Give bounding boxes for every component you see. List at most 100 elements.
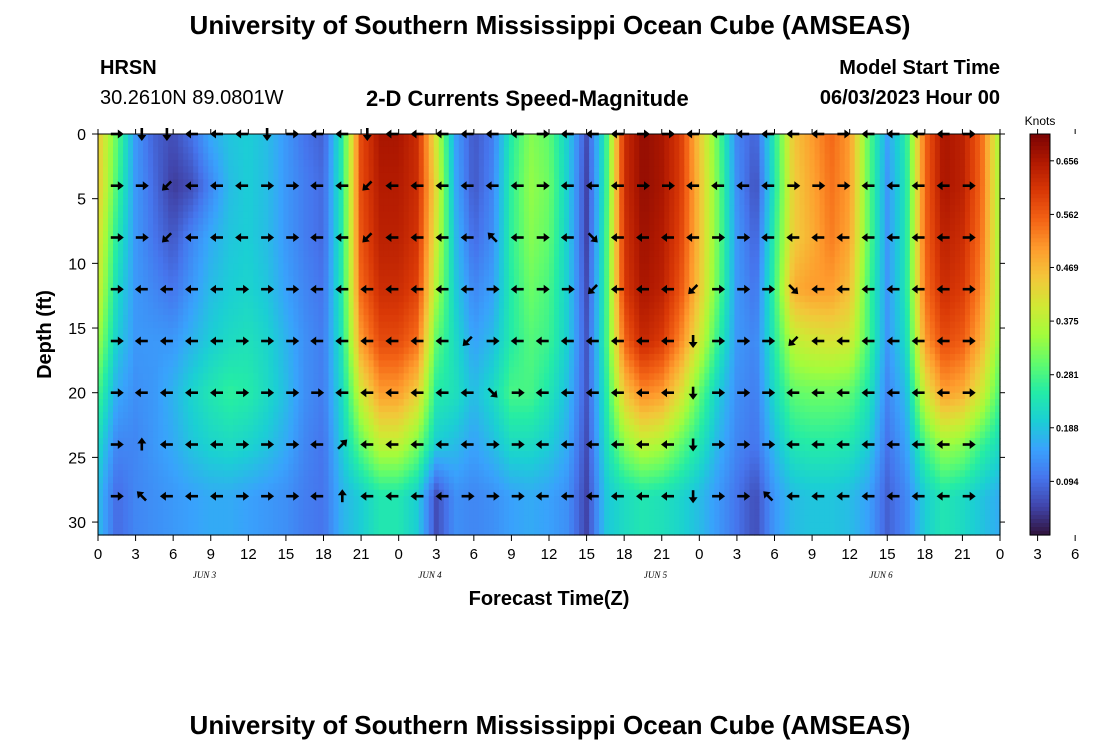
heatmap-cell: [373, 166, 380, 174]
heatmap-cell: [538, 198, 545, 206]
heatmap-cell: [123, 185, 129, 193]
heatmap-cell: [418, 172, 425, 180]
heatmap-cell: [564, 295, 570, 303]
heatmap-cell: [619, 295, 625, 303]
heatmap-cell: [554, 231, 560, 239]
heatmap-cell: [874, 263, 881, 271]
heatmap-cell: [609, 159, 615, 167]
heatmap-cell: [248, 295, 254, 303]
heatmap-cell: [528, 276, 535, 284]
heatmap-cell: [483, 198, 490, 206]
heatmap-cell: [959, 282, 966, 290]
heatmap-cell: [674, 198, 680, 206]
heatmap-cell: [133, 159, 139, 167]
heatmap-cell: [413, 308, 420, 316]
heatmap-cell: [453, 146, 460, 155]
heatmap-cell: [488, 250, 495, 258]
heatmap-cell: [864, 237, 871, 245]
heatmap-cell: [679, 185, 685, 193]
heatmap-cell: [448, 295, 455, 303]
heatmap-cell: [589, 243, 595, 252]
heatmap-cell: [298, 179, 305, 187]
heatmap-cell: [433, 282, 440, 290]
heatmap-cell: [328, 263, 335, 271]
heatmap-cell: [538, 250, 545, 258]
heatmap-cell: [353, 250, 360, 258]
heatmap-cell: [313, 146, 320, 155]
heatmap-cell: [468, 211, 475, 219]
heatmap-cell: [989, 302, 996, 310]
heatmap-cell: [533, 185, 540, 193]
heatmap-cell: [929, 146, 936, 155]
heatmap-cell: [664, 140, 670, 148]
heatmap-cell: [318, 185, 325, 193]
heatmap-cell: [699, 159, 705, 167]
heatmap-cell: [794, 153, 801, 161]
heatmap-cell: [303, 205, 310, 213]
heatmap-cell: [664, 198, 670, 206]
heatmap-cell: [503, 153, 510, 161]
heatmap-cell: [223, 282, 229, 290]
heatmap-cell: [408, 146, 415, 155]
heatmap-cell: [864, 276, 871, 284]
heatmap-cell: [393, 256, 400, 264]
heatmap-cell: [163, 192, 169, 200]
heatmap-cell: [709, 289, 715, 297]
heatmap-cell: [774, 192, 781, 200]
heatmap-cell: [348, 140, 355, 148]
heatmap-cell: [684, 134, 690, 142]
heatmap-cell: [153, 308, 159, 316]
heatmap-cell: [413, 134, 420, 142]
heatmap-cell: [744, 172, 751, 180]
heatmap-cell: [574, 269, 580, 277]
heatmap-cell: [814, 295, 821, 303]
heatmap-cell: [428, 302, 435, 310]
heatmap-cell: [273, 179, 279, 187]
heatmap-cell: [388, 140, 395, 148]
heatmap-cell: [954, 166, 961, 174]
heatmap-cell: [358, 218, 365, 226]
heatmap-cell: [689, 243, 695, 252]
heatmap-cell: [308, 211, 315, 219]
heatmap-cell: [183, 185, 189, 193]
heatmap-cell: [674, 166, 680, 174]
heatmap-cell: [233, 153, 239, 161]
heatmap-cell: [954, 250, 961, 258]
heatmap-cell: [874, 192, 881, 200]
heatmap-cell: [373, 205, 380, 213]
heatmap-cell: [543, 185, 550, 193]
heatmap-cell: [649, 198, 655, 206]
heatmap-cell: [458, 250, 465, 258]
heatmap-cell: [599, 146, 605, 155]
heatmap-cell: [794, 205, 801, 213]
heatmap-cell: [183, 218, 189, 226]
heatmap-cell: [448, 250, 455, 258]
heatmap-cell: [213, 295, 219, 303]
page-title: University of Southern Mississippi Ocean…: [189, 10, 911, 40]
heatmap-cell: [779, 134, 786, 142]
heatmap-cell: [508, 211, 515, 219]
heatmap-cell: [974, 146, 981, 155]
heatmap-cell: [248, 211, 254, 219]
heatmap-cell: [148, 198, 154, 206]
heatmap-cell: [458, 289, 465, 297]
heatmap-cell: [258, 205, 264, 213]
heatmap-cell: [113, 263, 119, 271]
heatmap-cell: [178, 211, 184, 219]
heatmap-cell: [609, 276, 615, 284]
heatmap-cell: [569, 140, 575, 148]
heatmap-cell: [679, 211, 685, 219]
heatmap-cell: [899, 289, 906, 297]
heatmap-cell: [438, 237, 445, 245]
heatmap-cell: [228, 198, 234, 206]
heatmap-cell: [138, 218, 144, 226]
heatmap-cell: [939, 159, 946, 167]
heatmap-cell: [163, 250, 169, 258]
heatmap-cell: [599, 250, 605, 258]
heatmap-cell: [163, 308, 169, 316]
heatmap-cell: [719, 282, 725, 290]
heatmap-cell: [584, 302, 590, 310]
heatmap-cell: [283, 179, 290, 187]
heatmap-cell: [278, 250, 285, 258]
station-name: HRSN: [100, 57, 157, 79]
